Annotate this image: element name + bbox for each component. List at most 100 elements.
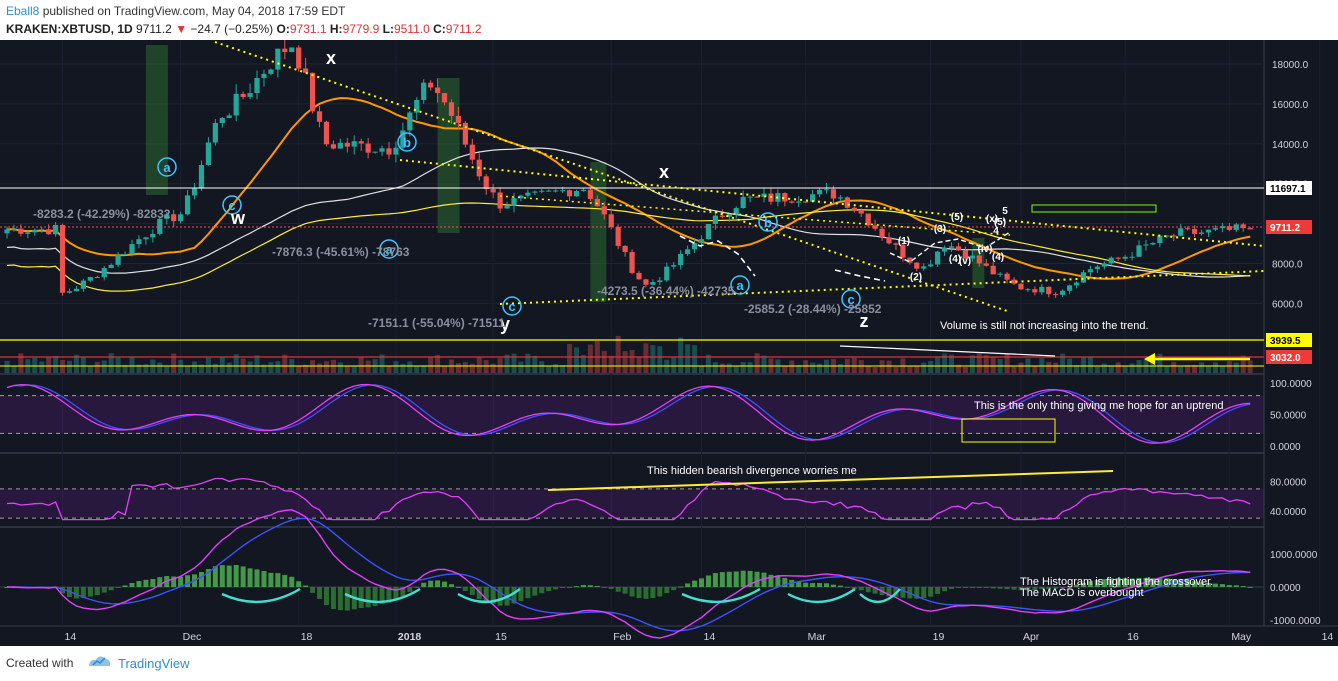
macd-histogram-bar <box>782 577 788 587</box>
macd-pane <box>0 509 1264 639</box>
volume-bar <box>1108 365 1114 373</box>
moving-average-line <box>6 147 1251 278</box>
wave-circle <box>157 157 177 177</box>
volume-bar <box>789 360 795 373</box>
candle-body <box>643 279 649 285</box>
volume-bar <box>1115 362 1121 373</box>
wave-label: (2) <box>910 272 922 283</box>
candle-body <box>441 93 448 103</box>
price-tick-label: 16000.0 <box>1272 100 1309 111</box>
volume-bar <box>317 363 323 373</box>
price-label-box <box>1266 220 1312 234</box>
volume-bar <box>573 347 579 373</box>
volume-bar <box>636 356 642 373</box>
chart-canvas[interactable]: 18000.016000.014000.012000.010000.08000.… <box>0 40 1338 646</box>
candle-body <box>594 198 600 207</box>
chart-header: Eball8 published on TradingView.com, May… <box>0 0 1338 40</box>
wave-label: a <box>385 242 393 257</box>
macd-histogram-bar <box>442 581 448 587</box>
macd-histogram-bar <box>1067 586 1073 588</box>
volume-bar <box>310 360 316 373</box>
stoch-d-line <box>6 384 1251 444</box>
candle-body <box>1143 244 1149 246</box>
volume-bar <box>32 357 38 373</box>
stoch-tick-label: 0.0000 <box>1270 442 1301 453</box>
volume-bar <box>414 366 420 373</box>
volume-bar <box>546 365 552 373</box>
wave-label: (5) <box>951 212 963 223</box>
volume-bar <box>476 356 482 373</box>
volume-bar <box>872 366 878 373</box>
macd-histogram-bar <box>379 587 385 604</box>
tradingview-brand-link[interactable]: TradingView <box>118 656 190 671</box>
chart-background <box>0 40 1338 646</box>
macd-histogram-bar <box>1108 578 1114 587</box>
macd-histogram-bar <box>1226 585 1232 587</box>
symbol-name: KRAKEN:XBTUSD, 1D <box>6 22 133 36</box>
candle-body <box>337 142 343 149</box>
candle-body <box>455 115 462 123</box>
candle-body <box>1219 226 1225 229</box>
candle-body <box>705 223 712 240</box>
volume-bar <box>580 355 586 373</box>
candle-body <box>1247 228 1253 230</box>
time-tick-label: 14 <box>65 631 77 643</box>
volume-bar <box>928 360 934 373</box>
macd-histogram-bar <box>94 587 100 596</box>
candle-body <box>553 190 559 192</box>
macd-histogram-bar <box>546 587 552 592</box>
time-tick-label: 14 <box>704 631 716 643</box>
macd-histogram-bar <box>949 587 955 589</box>
volume-bar <box>136 364 142 373</box>
macd-histogram-bar <box>962 587 968 588</box>
macd-histogram-bar <box>740 570 746 587</box>
price-label: 9711.2 <box>1270 223 1300 234</box>
candle-body <box>330 144 337 149</box>
macd-histogram-bar <box>712 573 718 587</box>
candle-body <box>434 87 441 94</box>
macd-histogram-bar <box>969 587 975 588</box>
macd-histogram-bar <box>1192 581 1198 587</box>
macd-histogram-bar <box>705 575 711 587</box>
macd-histogram-bar <box>1199 582 1205 587</box>
wave-circle <box>502 296 522 316</box>
candle-body <box>1122 256 1128 259</box>
macd-histogram-bar <box>372 587 378 606</box>
tradingview-logo-icon[interactable] <box>87 652 113 670</box>
candle-body <box>900 244 906 258</box>
macd-histogram-bar <box>1101 579 1107 587</box>
macd-histogram-bar <box>407 587 413 592</box>
publish-info: published on TradingView.com, May 04, 20… <box>42 4 346 18</box>
candle-body <box>414 100 420 113</box>
volume-bar <box>164 366 170 373</box>
macd-histogram-bar <box>983 587 989 588</box>
volume-bar <box>192 361 198 373</box>
rsi-band <box>0 488 1264 519</box>
volume-bar <box>198 364 204 373</box>
stoch-band <box>0 395 1264 434</box>
candle-body <box>219 117 225 123</box>
volume-bar <box>1046 361 1052 373</box>
price-tick-label: 18000.0 <box>1272 60 1309 71</box>
macd-histogram-bar <box>851 587 857 590</box>
candle-body <box>497 192 503 209</box>
volume-bar <box>67 360 73 373</box>
histogram-curve <box>457 588 521 604</box>
author-link[interactable]: Eball8 <box>6 4 40 18</box>
volume-bar <box>393 361 399 373</box>
volume-bar <box>296 365 302 373</box>
candle-body <box>1157 235 1163 244</box>
volume-bar <box>1192 364 1198 373</box>
volume-bar <box>796 364 802 373</box>
macd-histogram-bar <box>476 587 482 599</box>
volume-bar <box>1011 366 1017 373</box>
volume-bar <box>810 362 816 373</box>
macd-histogram-bar <box>261 570 267 587</box>
candle-body <box>844 197 850 208</box>
candle-body <box>490 189 496 193</box>
candle-body <box>358 141 364 144</box>
candle-body <box>685 249 691 254</box>
candle-body <box>164 214 170 219</box>
macd-histogram-bar <box>1247 586 1253 588</box>
candle-body <box>1129 256 1135 258</box>
